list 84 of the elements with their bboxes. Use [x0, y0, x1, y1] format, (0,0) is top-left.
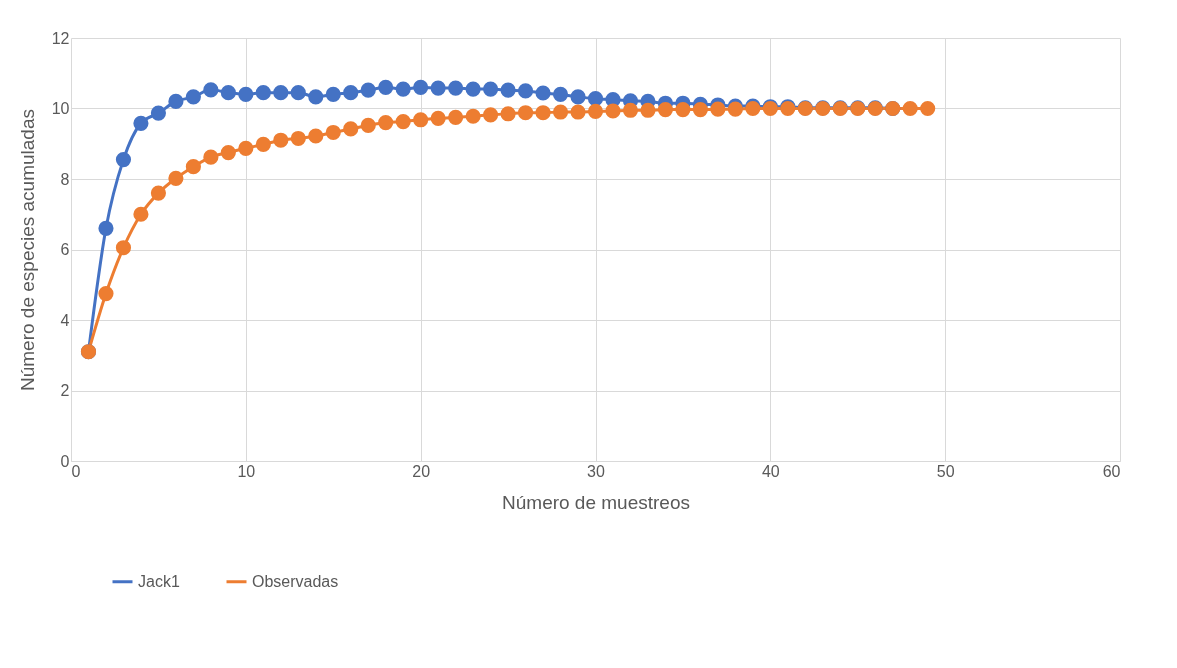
x-tick-label: 0: [71, 462, 81, 480]
point: [290, 130, 306, 147]
point: [115, 152, 132, 168]
point: [587, 103, 604, 119]
point: [500, 82, 516, 98]
point: [168, 93, 184, 110]
point: [605, 103, 621, 119]
point: [378, 79, 394, 95]
point: [255, 136, 271, 153]
point: [465, 108, 481, 124]
point: [500, 106, 516, 122]
point: [517, 105, 534, 121]
point: [133, 206, 149, 222]
point: [325, 86, 341, 102]
point: [360, 82, 376, 98]
point: [395, 81, 411, 97]
point: [255, 85, 271, 101]
x-axis-title: Número de muestreos: [502, 491, 690, 513]
point: [343, 121, 359, 137]
y-tick-label: 2: [60, 382, 70, 399]
point: [395, 113, 411, 130]
point: [220, 85, 236, 101]
point: [622, 102, 639, 118]
point: [430, 110, 446, 126]
point: [273, 132, 289, 148]
point: [220, 144, 236, 161]
point: [98, 220, 114, 236]
x-tick-label: 50: [936, 462, 955, 480]
point: [203, 82, 219, 98]
point: [308, 89, 324, 105]
point: [710, 101, 726, 117]
point: [150, 105, 166, 121]
legend-label: Observadas: [252, 572, 339, 590]
x-tick-label: 30: [587, 462, 605, 480]
point: [360, 117, 376, 133]
point: [448, 109, 464, 125]
legend-label: Jack1: [138, 572, 180, 590]
point: [430, 80, 446, 96]
y-tick-label: 6: [60, 241, 70, 258]
point: [185, 89, 201, 105]
point: [465, 81, 481, 97]
x-tick-label: 60: [1102, 462, 1121, 480]
point: [483, 107, 499, 123]
x-tick-label: 10: [237, 462, 256, 480]
point: [902, 100, 918, 117]
point: [168, 170, 184, 186]
point: [290, 85, 306, 101]
point: [675, 101, 691, 118]
point: [552, 86, 569, 102]
point: [133, 115, 149, 131]
point: [552, 104, 569, 120]
point: [98, 285, 114, 302]
point: [535, 105, 551, 121]
point: [448, 80, 464, 96]
point: [238, 86, 254, 102]
y-tick-label: 4: [60, 311, 70, 329]
point: [185, 159, 201, 175]
point: [570, 104, 586, 120]
point: [587, 91, 604, 107]
point: [115, 240, 132, 256]
point: [692, 101, 708, 118]
point: [238, 140, 254, 156]
point: [413, 112, 429, 128]
point: [273, 85, 289, 101]
x-tick-label: 20: [412, 462, 431, 480]
point: [483, 81, 499, 97]
y-tick-label: 8: [60, 170, 70, 188]
point: [150, 185, 166, 201]
y-tick-label: 10: [51, 100, 70, 117]
point: [920, 100, 936, 117]
point: [413, 79, 429, 95]
y-tick-label: 12: [51, 29, 70, 47]
y-axis-title: Número de especies acumuladas: [16, 109, 38, 391]
point: [657, 101, 674, 118]
point: [325, 124, 341, 141]
point: [308, 128, 324, 144]
point: [570, 89, 586, 105]
point: [343, 85, 359, 101]
point: [203, 149, 219, 165]
point: [517, 83, 534, 99]
point: [640, 102, 656, 118]
x-tick-label: 40: [761, 462, 780, 480]
point: [378, 115, 394, 131]
point: [535, 85, 551, 101]
